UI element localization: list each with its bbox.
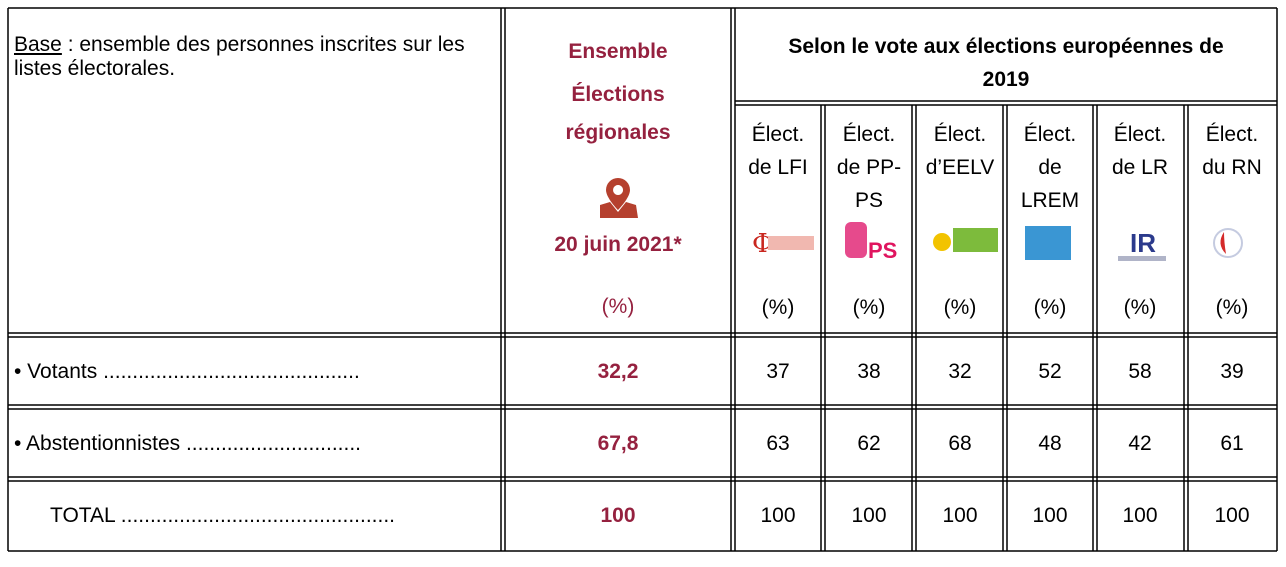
column-heading: Élect.	[1023, 123, 1077, 146]
group-heading: Selon le vote aux élections européennes …	[788, 35, 1224, 91]
column-unit: (%)	[761, 296, 795, 319]
column-heading: de LFI	[748, 156, 808, 179]
row-value: 100	[1122, 504, 1158, 527]
row-value: 52	[1038, 360, 1062, 383]
column-heading: PS	[854, 189, 884, 212]
row-label: • Votants ..............................…	[14, 360, 360, 383]
base-note: Base : ensemble des personnes inscrites …	[14, 33, 496, 81]
column-heading: d’EELV	[925, 156, 995, 179]
row-value: 48	[1038, 432, 1062, 455]
row-value: 68	[948, 432, 972, 455]
row-value: 62	[857, 432, 881, 455]
column-heading: de	[1038, 156, 1062, 179]
base-text: : ensemble des personnes inscrites sur l…	[14, 33, 465, 80]
row-value: 38	[857, 360, 881, 383]
ensemble-date: 20 juin 2021*	[554, 233, 682, 256]
location-icon	[600, 178, 638, 218]
row-value: 100	[760, 504, 796, 527]
party-logos: Φ PS IR	[752, 222, 1243, 263]
column-unit: (%)	[1123, 296, 1157, 319]
row-value: 32	[948, 360, 972, 383]
row-label: • Abstentionnistes .....................…	[14, 432, 361, 455]
svg-text:IR: IR	[1130, 228, 1156, 258]
column-unit: (%)	[1033, 296, 1067, 319]
ensemble-heading: régionales	[565, 121, 671, 144]
column-heading: du RN	[1202, 156, 1262, 179]
row-value: 58	[1128, 360, 1152, 383]
row-value: 42	[1128, 432, 1152, 455]
row-value: 39	[1220, 360, 1244, 383]
row-total: 32,2	[597, 360, 639, 383]
column-unit: (%)	[943, 296, 977, 319]
row-value: 61	[1220, 432, 1244, 455]
column-heading: LREM	[1020, 189, 1080, 212]
row-value: 37	[766, 360, 790, 383]
ensemble-unit: (%)	[601, 295, 635, 318]
row-total: 67,8	[597, 432, 639, 455]
column-heading: de PP-	[836, 156, 902, 179]
column-unit: (%)	[852, 296, 886, 319]
ensemble-heading: Ensemble	[568, 40, 668, 63]
column-heading: de LR	[1111, 156, 1169, 179]
column-heading: Élect.	[1113, 123, 1167, 146]
svg-text:PS: PS	[868, 238, 897, 263]
column-unit: (%)	[1215, 296, 1249, 319]
row-value: 100	[942, 504, 978, 527]
row-total: 100	[600, 504, 636, 527]
base-label: Base	[14, 33, 62, 56]
row-value: 63	[766, 432, 790, 455]
column-heading: Élect.	[842, 123, 896, 146]
row-value: 100	[1214, 504, 1250, 527]
ensemble-heading: Élections	[571, 83, 665, 106]
column-heading: Élect.	[1205, 123, 1259, 146]
row-value: 100	[851, 504, 887, 527]
column-heading: Élect.	[751, 123, 805, 146]
row-value: 100	[1032, 504, 1068, 527]
row-label: TOTAL ..................................…	[50, 504, 396, 527]
svg-text:Φ: Φ	[752, 229, 773, 259]
column-heading: Élect.	[933, 123, 987, 146]
